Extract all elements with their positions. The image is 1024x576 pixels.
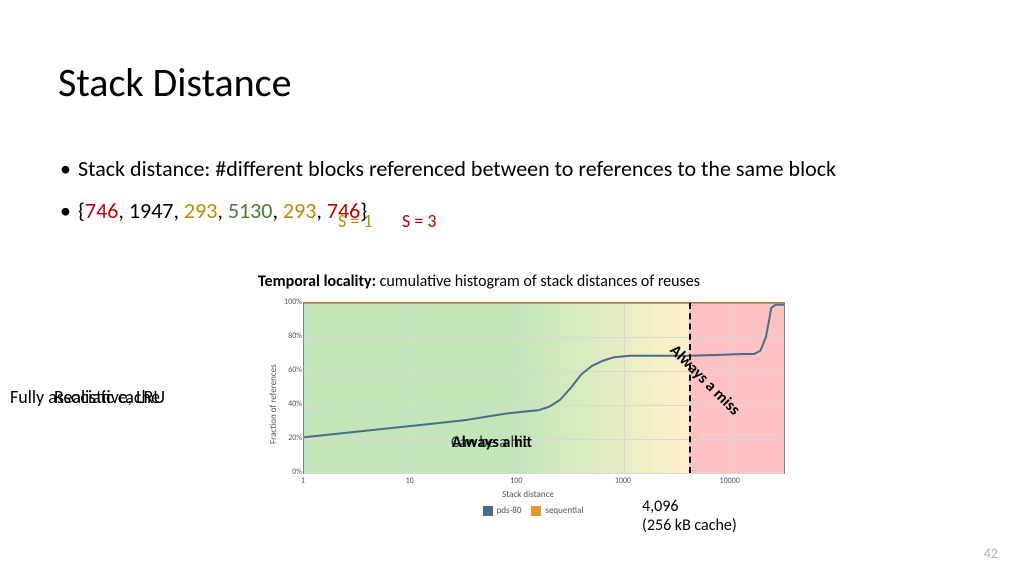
partition-caption: 4,096 (256 kB cache) xyxy=(642,497,737,535)
legend-label: sequential xyxy=(545,505,583,516)
legend-label: pds-80 xyxy=(497,505,522,516)
chart-title-bold: Temporal locality: xyxy=(258,272,376,291)
ytick: 60% xyxy=(272,365,302,375)
xtick: 100 xyxy=(510,476,522,486)
xtick: 10 xyxy=(406,476,414,486)
plot-area: Can be a hit Always a hit Always a miss xyxy=(303,302,785,474)
sequence-token: 293 xyxy=(184,197,217,224)
side-label-fully-assoc: Realistic cache Fully associative, LRU xyxy=(10,386,165,408)
chart: Fraction of references Can be a hit Alwa… xyxy=(258,294,798,514)
sequence-token: , xyxy=(217,197,227,224)
annot-s3: S = 3 xyxy=(402,210,437,232)
bullet-list: • Stack distance: #different blocks refe… xyxy=(60,155,960,232)
sequence-token: { xyxy=(78,197,85,224)
sequence: {746, 1947, 293, 5130, 293, 746} xyxy=(78,197,367,225)
page-number: 42 xyxy=(984,545,998,562)
sequence-token: , xyxy=(272,197,282,224)
xtick: 1 xyxy=(301,476,305,486)
sequence-token: 746 xyxy=(85,197,118,224)
chart-title-rest: cumulative histogram of stack distances … xyxy=(376,272,700,291)
partition-cache-size: (256 kB cache) xyxy=(642,516,737,535)
ytick: 100% xyxy=(272,297,302,307)
bullet-1-text: Stack distance: #different blocks refere… xyxy=(78,155,836,183)
ytick: 80% xyxy=(272,331,302,341)
chart-title: Temporal locality: cumulative histogram … xyxy=(258,272,700,291)
annot-s1: S = 1 xyxy=(338,210,373,232)
bullet-1: • Stack distance: #different blocks refe… xyxy=(60,155,960,183)
partition-value: 4,096 xyxy=(642,497,737,516)
ytick: 0% xyxy=(272,467,302,477)
xtick: 10000 xyxy=(720,476,740,486)
slide-title: Stack Distance xyxy=(58,58,291,107)
sequence-token: , xyxy=(118,197,128,224)
ytick: 20% xyxy=(272,433,302,443)
sequence-token: 293 xyxy=(283,197,316,224)
legend-swatch xyxy=(531,506,541,516)
sequence-token: , xyxy=(173,197,183,224)
sequence-token: , xyxy=(316,197,326,224)
bullet-2: • {746, 1947, 293, 5130, 293, 746} xyxy=(60,197,960,225)
ytick: 40% xyxy=(272,399,302,409)
sequence-token: 5130 xyxy=(228,197,273,224)
sequence-token: 1947 xyxy=(129,197,174,224)
xtick: 1000 xyxy=(615,476,631,486)
overlay-always-hit: Can be a hit Always a hit xyxy=(452,433,532,452)
legend-swatch xyxy=(483,506,493,516)
partition-line xyxy=(689,303,691,473)
